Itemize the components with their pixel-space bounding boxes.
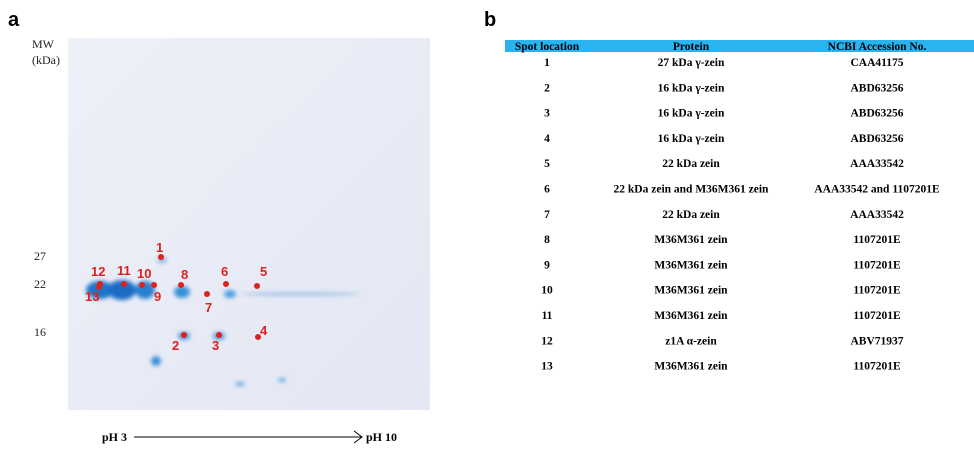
table-cell: 8 (544, 234, 550, 246)
table-cell: 13 (541, 361, 553, 373)
mw-marker: 22 (34, 277, 46, 291)
spot-label: 11 (117, 263, 131, 278)
spot-label: 9 (154, 289, 161, 304)
table-cell: 22 kDa zein (662, 158, 720, 170)
table-cell: 10 (541, 285, 553, 297)
spot-dot (151, 282, 157, 288)
table-cell: CAA41175 (850, 57, 903, 69)
spot-label: 2 (172, 338, 179, 353)
table-cell: 16 kDa γ-zein (658, 108, 725, 120)
table-cell: 9 (544, 259, 550, 271)
table-cell: 7 (544, 209, 550, 221)
table-cell: ABD63256 (850, 82, 903, 94)
spot-label: 8 (181, 267, 188, 282)
spot-dot (254, 283, 260, 289)
mw-label: MW (32, 37, 55, 51)
spot-dot (204, 291, 210, 297)
table-cell: 6 (544, 184, 550, 196)
table-cell: 4 (544, 133, 550, 145)
table-cell: 16 kDa γ-zein (658, 133, 725, 145)
table-header: Protein (673, 41, 710, 53)
spot-label: 13 (85, 289, 99, 304)
mw-marker: 16 (34, 325, 46, 339)
gel (68, 38, 430, 410)
table-cell: 1107201E (853, 361, 901, 373)
table-cell: M36M361 zein (654, 310, 728, 322)
spot-label: 12 (91, 264, 105, 279)
table-cell: M36M361 zein (654, 259, 728, 271)
table-header: NCBI Accession No. (828, 41, 927, 53)
table-cell: AAA33542 and 1107201E (814, 184, 940, 196)
table-cell: 1107201E (853, 310, 901, 322)
spot-dot (181, 332, 187, 338)
spot-label: 1 (156, 240, 163, 255)
table-cell: 11 (542, 310, 553, 322)
table-cell: 3 (544, 108, 550, 120)
table-cell: 22 kDa zein and M36M361 zein (614, 184, 770, 196)
spot-dot (178, 282, 184, 288)
spot-label: 6 (221, 264, 228, 279)
spot-label: 4 (260, 323, 268, 338)
table-cell: 12 (541, 335, 553, 347)
table-header: Spot location (515, 41, 580, 53)
table-cell: AAA33542 (850, 209, 904, 221)
table-cell: 1107201E (853, 285, 901, 297)
table-cell: M36M361 zein (654, 234, 728, 246)
table-cell: 1 (544, 57, 550, 69)
table-cell: 27 kDa γ-zein (658, 57, 725, 69)
spot-label: 10 (137, 266, 151, 281)
table-cell: 5 (544, 158, 550, 170)
figure: a b MW (kDa) 27 22 16 12345678910111213 … (0, 0, 974, 452)
ph-label: pH 10 (366, 430, 397, 444)
table-cell: M36M361 zein (654, 285, 728, 297)
table-cell: 22 kDa zein (662, 209, 720, 221)
table-cell: ABV71937 (850, 335, 903, 347)
table-cell: 1107201E (853, 259, 901, 271)
spot-label: 5 (260, 264, 267, 279)
table-cell: 2 (544, 82, 550, 94)
table-cell: 1107201E (853, 234, 901, 246)
spot-dot (139, 282, 145, 288)
table-cell: z1A α-zein (665, 335, 717, 347)
spot-label: 7 (205, 300, 212, 315)
table-cell: ABD63256 (850, 133, 903, 145)
panel-label: a (8, 9, 20, 31)
spot-label: 3 (212, 338, 219, 353)
table-cell: 16 kDa γ-zein (658, 82, 725, 94)
table-cell: ABD63256 (850, 108, 903, 120)
panel-label: b (484, 9, 496, 31)
ph-label: pH 3 (102, 430, 127, 444)
table-cell: M36M361 zein (654, 361, 728, 373)
table-cell: AAA33542 (850, 158, 904, 170)
spot-dot (121, 281, 127, 287)
mw-marker: 27 (34, 249, 46, 263)
spot-dot (223, 281, 229, 287)
mw-label: (kDa) (32, 53, 60, 67)
